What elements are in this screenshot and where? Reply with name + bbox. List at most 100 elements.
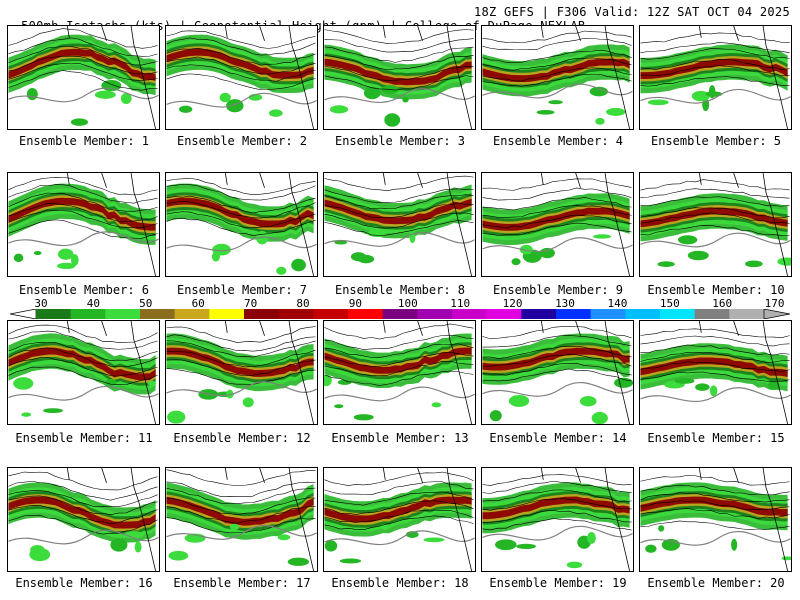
isotach-patch xyxy=(277,534,291,541)
height-contour xyxy=(166,517,316,534)
isotach-patch xyxy=(511,258,521,266)
height-contour xyxy=(640,500,790,511)
ensemble-member-map xyxy=(165,172,318,277)
isotach-patch xyxy=(687,250,709,261)
height-contour xyxy=(8,357,158,377)
height-contour xyxy=(8,45,158,66)
height-contour xyxy=(8,55,158,75)
height-contour xyxy=(324,491,474,506)
jet-core xyxy=(8,48,156,81)
colorbar-tick-label: 100 xyxy=(397,297,418,310)
coastline xyxy=(698,321,788,424)
height-contour xyxy=(482,354,632,367)
height-contour xyxy=(8,177,158,196)
height-contour-gray xyxy=(166,381,317,397)
height-contour xyxy=(166,178,316,195)
jet-core xyxy=(324,198,472,225)
isotach-patch xyxy=(539,247,555,259)
height-contour-gray xyxy=(640,531,791,546)
ensemble-member-map xyxy=(323,25,476,130)
height-contour-gray xyxy=(324,530,475,546)
height-contour xyxy=(166,200,316,219)
height-contour xyxy=(8,480,158,501)
height-contour xyxy=(324,38,474,53)
isotach-patch xyxy=(57,248,74,260)
isotach-patch xyxy=(339,558,362,564)
isotach-patch xyxy=(508,394,530,407)
height-contour xyxy=(8,330,158,350)
isotach-patch xyxy=(334,404,344,409)
isotach-patch xyxy=(329,105,349,114)
height-contour xyxy=(8,347,158,367)
isotach-patch xyxy=(709,385,718,397)
colorbar-swatch xyxy=(140,309,175,319)
height-contour xyxy=(324,334,474,350)
isotach-patch xyxy=(591,411,608,424)
height-contour xyxy=(166,349,316,368)
ensemble-member-label: Ensemble Member: 19 xyxy=(489,576,627,590)
colorbar-swatch xyxy=(105,309,141,319)
colorbar-swatch xyxy=(521,309,557,319)
height-contour xyxy=(166,56,316,75)
isotach-patch xyxy=(334,240,348,245)
colorbar-tick-label: 30 xyxy=(34,297,48,310)
height-contour xyxy=(324,509,474,523)
height-contour-gray xyxy=(166,92,317,108)
coastline xyxy=(66,321,156,424)
height-contour xyxy=(482,474,632,486)
isotach-band xyxy=(324,196,472,227)
colorbar-swatch xyxy=(209,309,245,319)
height-contour xyxy=(166,334,316,352)
height-contour xyxy=(166,481,316,497)
height-contour xyxy=(482,197,632,211)
height-contour xyxy=(482,178,632,191)
height-contour xyxy=(640,42,790,54)
ensemble-member-label: Ensemble Member: 3 xyxy=(334,134,466,148)
isotach-patch xyxy=(381,524,389,531)
isotach-patch xyxy=(402,97,409,103)
height-contour xyxy=(324,360,474,377)
height-contour xyxy=(8,184,158,204)
isotach-patch xyxy=(489,410,502,422)
isotach-patch xyxy=(219,92,231,103)
height-contour xyxy=(166,211,316,228)
isotach-patch xyxy=(101,79,122,92)
jet-core xyxy=(482,58,630,83)
height-contour xyxy=(482,362,632,376)
isotach-patch xyxy=(708,85,716,99)
height-contour xyxy=(640,344,790,356)
isotach-patch xyxy=(13,253,24,263)
height-contour xyxy=(8,37,158,57)
height-contour xyxy=(640,492,790,503)
colorbar-tick-label: 90 xyxy=(348,297,363,310)
isotach-patch xyxy=(495,539,517,551)
height-contour xyxy=(482,214,632,229)
height-contour xyxy=(482,222,632,236)
height-contour-gray xyxy=(482,382,633,397)
height-contour xyxy=(324,220,474,236)
isotach-patch xyxy=(691,90,711,102)
isotach-patch xyxy=(645,544,657,553)
colorbar-swatch xyxy=(452,309,487,319)
coastline xyxy=(66,468,156,571)
colorbar-low-arrow xyxy=(10,309,37,319)
height-contour xyxy=(640,48,790,60)
isotach-patch xyxy=(548,100,563,105)
height-contour-gray xyxy=(324,88,475,104)
isotach-patch xyxy=(384,113,401,127)
ensemble-member-label: Ensemble Member: 1 xyxy=(18,134,150,148)
height-contour xyxy=(166,469,316,487)
colorbar-tick-label: 120 xyxy=(502,297,523,310)
isotach-band xyxy=(324,193,472,230)
height-contour xyxy=(324,29,474,44)
height-contour xyxy=(482,480,632,494)
ensemble-member-label: Ensemble Member: 11 xyxy=(15,431,153,445)
height-contour xyxy=(640,328,790,338)
height-contour xyxy=(640,32,790,44)
height-contour xyxy=(166,64,316,82)
coastline xyxy=(540,321,630,424)
height-contour-gray xyxy=(482,525,633,541)
height-contour-gray xyxy=(640,387,791,403)
height-contour xyxy=(166,368,316,385)
height-contour-gray xyxy=(8,231,159,247)
